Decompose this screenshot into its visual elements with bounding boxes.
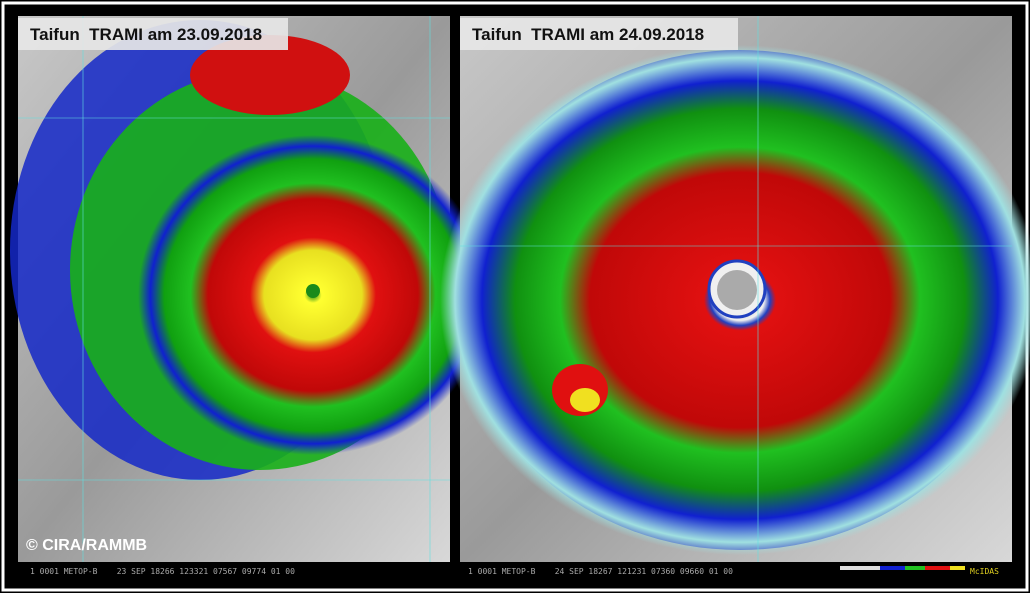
logo: McIDAS — [970, 567, 999, 576]
credit: © CIRA/RAMMB — [26, 537, 147, 554]
scale-step — [905, 566, 925, 570]
color-scale — [840, 566, 965, 570]
panel-title: Taifun TRAMI am 23.09.2018 — [30, 25, 262, 44]
convection — [570, 388, 600, 412]
title-box — [460, 18, 738, 50]
left-panel: Taifun TRAMI am 23.09.2018 © CIRA/RAMMB … — [10, 16, 488, 576]
right-panel: Taifun TRAMI am 24.09.2018 1 0001 METOP-… — [440, 16, 1030, 576]
scale-step — [925, 566, 950, 570]
panel-title: Taifun TRAMI am 24.09.2018 — [472, 25, 704, 44]
title-box — [18, 18, 288, 50]
scale-step — [880, 566, 905, 570]
eye — [306, 284, 320, 298]
scale-step — [840, 566, 880, 570]
convection — [190, 35, 350, 115]
footer: 1 0001 METOP-B 24 SEP 18267 121231 07360… — [468, 567, 733, 576]
footer: 1 0001 METOP-B 23 SEP 18266 123321 07567… — [30, 567, 295, 576]
scale-step — [950, 566, 965, 570]
eye-center — [717, 270, 757, 310]
